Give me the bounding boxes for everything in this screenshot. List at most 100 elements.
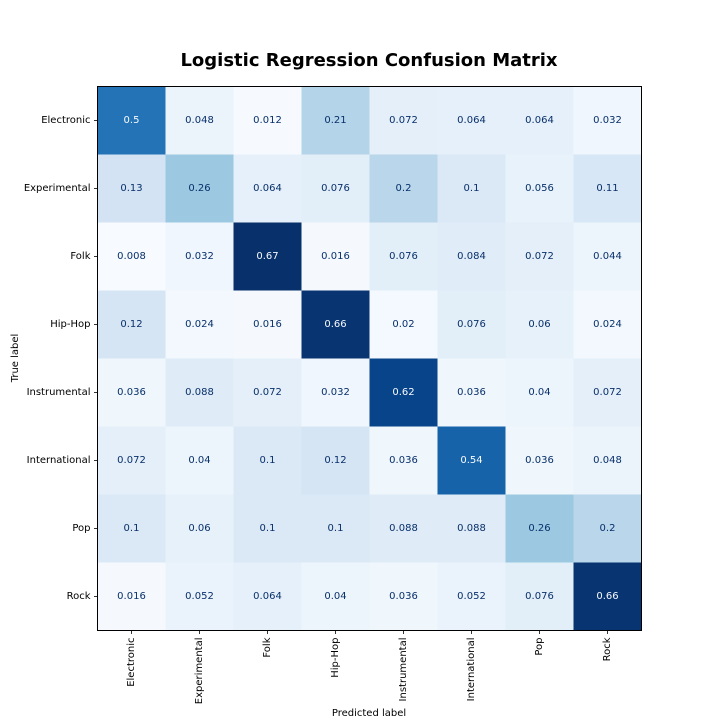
heatmap-cell-instrumental-hip-hop (301, 358, 370, 427)
heatmap-cell-pop-instrumental (369, 494, 438, 563)
cell-value-label: 0.008 (117, 251, 146, 262)
y-tick-label-electronic: Electronic (41, 115, 90, 126)
cell-value-label: 0.21 (324, 115, 346, 126)
cell-value-label: 0.1 (464, 183, 480, 194)
heatmap-cell-international-electronic (97, 426, 166, 495)
cell-value-label: 0.036 (117, 387, 146, 398)
heatmap-cell-experimental-hip-hop (301, 154, 370, 223)
heatmap-cell-folk-hip-hop (301, 222, 370, 291)
heatmap-cell-electronic-international (437, 86, 506, 155)
x-tick-label-folk: Folk (262, 637, 273, 657)
y-tick-label-international: International (27, 455, 91, 466)
cell-value-label: 0.54 (460, 455, 482, 466)
x-tick-label-pop: Pop (534, 638, 545, 656)
heatmap-cell-folk-electronic (97, 222, 166, 291)
cell-value-label: 0.04 (324, 591, 346, 602)
heatmap-cell-international-international (437, 426, 506, 495)
heatmap-cell-folk-rock (573, 222, 642, 291)
cell-value-label: 0.036 (457, 387, 486, 398)
heatmap-cell-hip-hop-instrumental (369, 290, 438, 359)
y-axis-label: True label (10, 334, 21, 384)
cell-value-label: 0.072 (117, 455, 146, 466)
heatmap-cell-electronic-experimental (165, 86, 234, 155)
cell-value-label: 0.04 (188, 455, 210, 466)
cell-value-label: 0.1 (260, 523, 276, 534)
heatmap-cell-rock-pop (505, 562, 574, 631)
cell-value-label: 0.032 (185, 251, 214, 262)
cell-value-label: 0.2 (396, 183, 412, 194)
heatmap-cell-experimental-instrumental (369, 154, 438, 223)
cell-value-label: 0.064 (253, 183, 282, 194)
cell-value-label: 0.1 (260, 455, 276, 466)
cell-value-label: 0.032 (593, 115, 622, 126)
cell-value-label: 0.024 (593, 319, 622, 330)
heatmap-cell-instrumental-international (437, 358, 506, 427)
y-tick-label-instrumental: Instrumental (27, 387, 91, 398)
heatmap-cell-experimental-electronic (97, 154, 166, 223)
heatmap-cells: 0.5 0.048 0.012 0.21 0.072 0.064 0.064 0.032 0.1… (97, 86, 642, 631)
heatmap-cell-instrumental-folk (233, 358, 302, 427)
cell-value-label: 0.064 (525, 115, 554, 126)
heatmap-cell-hip-hop-experimental (165, 290, 234, 359)
cell-value-label: 0.62 (392, 387, 414, 398)
cell-value-label: 0.088 (185, 387, 214, 398)
heatmap-cell-hip-hop-folk (233, 290, 302, 359)
cell-value-label: 0.016 (253, 319, 282, 330)
y-tick-label-hip-hop: Hip-Hop (50, 319, 90, 330)
heatmap-cell-experimental-folk (233, 154, 302, 223)
heatmap-cell-pop-hip-hop (301, 494, 370, 563)
heatmap-cell-folk-international (437, 222, 506, 291)
heatmap-cell-rock-international (437, 562, 506, 631)
cell-value-label: 0.06 (528, 319, 550, 330)
x-tick-label-instrumental: Instrumental (398, 638, 409, 702)
cell-value-label: 0.032 (321, 387, 350, 398)
cell-value-label: 0.012 (253, 115, 282, 126)
cell-value-label: 0.036 (389, 591, 418, 602)
heatmap-cell-rock-experimental (165, 562, 234, 631)
x-tick-label-electronic: Electronic (126, 638, 137, 687)
cell-value-label: 0.076 (389, 251, 418, 262)
heatmap-cell-international-hip-hop (301, 426, 370, 495)
cell-value-label: 0.5 (124, 115, 140, 126)
cell-value-label: 0.072 (253, 387, 282, 398)
cell-value-label: 0.1 (328, 523, 344, 534)
heatmap-cell-folk-folk (233, 222, 302, 291)
heatmap-cell-rock-folk (233, 562, 302, 631)
heatmap-cell-rock-rock (573, 562, 642, 631)
heatmap-cell-folk-pop (505, 222, 574, 291)
heatmap-cell-electronic-hip-hop (301, 86, 370, 155)
plot-frame (97, 86, 642, 631)
heatmap-cell-hip-hop-pop (505, 290, 574, 359)
cell-value-label: 0.072 (593, 387, 622, 398)
heatmap-cell-international-folk (233, 426, 302, 495)
cell-value-label: 0.088 (389, 523, 418, 534)
y-tick-label-folk: Folk (70, 251, 90, 262)
cell-value-label: 0.072 (389, 115, 418, 126)
cell-value-label: 0.016 (117, 591, 146, 602)
cell-value-label: 0.076 (321, 183, 350, 194)
cell-value-label: 0.084 (457, 251, 486, 262)
heatmap-cell-pop-electronic (97, 494, 166, 563)
cell-value-label: 0.26 (188, 183, 210, 194)
cell-value-label: 0.072 (525, 251, 554, 262)
heatmap-cell-folk-instrumental (369, 222, 438, 291)
axis-ticks: Electronic Experimental Folk Hip-Hop Instrum… (24, 115, 613, 704)
y-tick-label-experimental: Experimental (24, 183, 91, 194)
heatmap-cell-instrumental-electronic (97, 358, 166, 427)
heatmap-cell-pop-rock (573, 494, 642, 563)
x-tick-label-international: International (466, 638, 477, 702)
cell-value-label: 0.66 (324, 319, 346, 330)
heatmap-cell-international-pop (505, 426, 574, 495)
cell-value-label: 0.088 (457, 523, 486, 534)
heatmap-cell-pop-international (437, 494, 506, 563)
x-axis-label: Predicted label (332, 708, 406, 719)
cell-value-label: 0.076 (525, 591, 554, 602)
heatmap-cell-hip-hop-international (437, 290, 506, 359)
heatmap-cell-hip-hop-hip-hop (301, 290, 370, 359)
heatmap-cell-experimental-rock (573, 154, 642, 223)
cell-value-label: 0.06 (188, 523, 210, 534)
heatmap-cell-hip-hop-electronic (97, 290, 166, 359)
cell-value-label: 0.12 (324, 455, 346, 466)
cell-value-label: 0.67 (256, 251, 278, 262)
cell-value-label: 0.1 (124, 523, 140, 534)
